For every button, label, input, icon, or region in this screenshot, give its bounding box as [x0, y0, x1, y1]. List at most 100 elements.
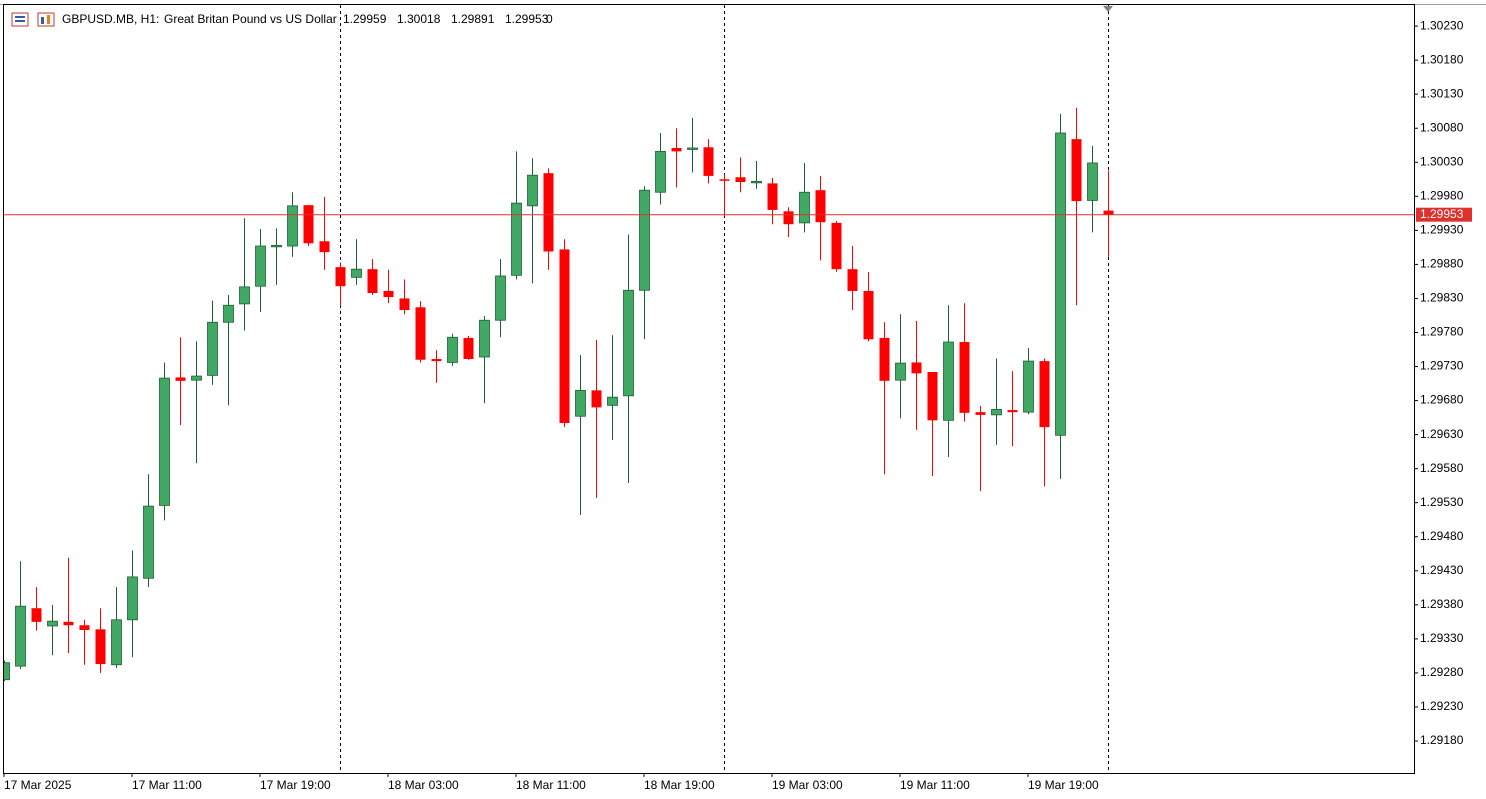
candle-body: [47, 620, 58, 627]
candle-body: [1055, 132, 1066, 436]
x-tick-label: 17 Mar 2025: [4, 778, 72, 792]
icon: [37, 12, 55, 27]
plot-frame: [3, 4, 1415, 774]
candle-body: [351, 268, 362, 278]
x-tick-label: 19 Mar 03:00: [772, 778, 843, 792]
x-tick-label: 17 Mar 11:00: [132, 778, 202, 792]
candle-body: [15, 605, 26, 667]
candle-body: [639, 189, 650, 291]
candle-body: [111, 619, 122, 666]
header-volume: 0: [546, 12, 553, 26]
candle-body: [1007, 410, 1018, 413]
y-tick-label: 1.29680: [1420, 393, 1464, 407]
candle-body: [527, 174, 538, 207]
candle-body: [559, 249, 570, 424]
x-tick-label: 19 Mar 11:00: [900, 778, 970, 792]
candle-body: [207, 321, 218, 376]
y-tick-label: 1.29930: [1420, 223, 1464, 237]
candle-body: [383, 290, 394, 298]
candle-body: [479, 319, 490, 358]
icon: [47, 15, 50, 24]
candle-body: [863, 290, 874, 340]
candle-body: [159, 377, 170, 506]
shift-marker: [1103, 6, 1113, 12]
candle-body: [399, 298, 410, 311]
candle-body: [911, 362, 922, 374]
y-tick-label: 1.29180: [1420, 733, 1464, 747]
candle-body: [927, 371, 938, 421]
candle-body: [815, 190, 826, 223]
candle-body: [991, 409, 1002, 416]
candle-body: [239, 286, 250, 305]
candle-body: [767, 183, 778, 210]
x-tick-label: 17 Mar 19:00: [260, 778, 331, 792]
x-tick-label: 18 Mar 19:00: [644, 778, 715, 792]
candle-body: [4, 662, 10, 681]
symbol: GBPUSD.MB, H1:: [62, 12, 159, 26]
candle-body: [319, 241, 330, 253]
price-label-bg: [1416, 207, 1472, 222]
y-tick-label: 1.29530: [1420, 495, 1464, 509]
y-tick-label: 1.29630: [1420, 427, 1464, 441]
y-tick-label: 1.30080: [1420, 120, 1464, 134]
y-tick-label: 1.29880: [1420, 257, 1464, 271]
candle-body: [623, 289, 634, 397]
candle-body: [959, 342, 970, 413]
candle-body: [831, 222, 842, 270]
candle-body: [79, 625, 90, 631]
candle-body: [671, 147, 682, 152]
candle-body: [287, 205, 298, 247]
icon: [41, 17, 44, 24]
header-low: 1.29891: [451, 12, 495, 26]
candle-body: [175, 377, 186, 381]
candle-body: [879, 337, 890, 381]
y-tick-label: 1.30130: [1420, 86, 1464, 100]
y-tick-label: 1.29280: [1420, 665, 1464, 679]
y-tick-label: 1.30030: [1420, 154, 1464, 168]
price-label: 1.29953: [1420, 207, 1464, 221]
candle-body: [975, 412, 986, 415]
candle-body: [591, 390, 602, 408]
candles: [4, 107, 1114, 682]
candle-body: [127, 576, 138, 621]
y-tick-label: 1.29430: [1420, 563, 1464, 577]
candle-body: [463, 337, 474, 360]
candle-body: [735, 177, 746, 183]
candle-body: [511, 202, 522, 276]
candle-body: [431, 359, 442, 362]
candle-body: [367, 269, 378, 293]
y-tick-label: 1.29830: [1420, 291, 1464, 305]
candle-body: [63, 621, 74, 626]
candle-body: [495, 275, 506, 321]
candle-body: [783, 211, 794, 225]
candle-body: [895, 362, 906, 381]
candle-body: [719, 179, 730, 181]
y-tick-label: 1.29330: [1420, 631, 1464, 645]
candle-body: [335, 267, 346, 287]
y-tick-label: 1.29580: [1420, 461, 1464, 475]
header-open: 1.29959: [343, 12, 387, 26]
candle-body: [1087, 162, 1098, 201]
header-high: 1.30018: [397, 12, 441, 26]
candle-body: [1103, 210, 1114, 215]
candle-body: [575, 389, 586, 417]
candle-body: [31, 608, 42, 622]
x-tick-label: 18 Mar 11:00: [516, 778, 586, 792]
x-tick-label: 18 Mar 03:00: [388, 778, 459, 792]
x-tick-label: 19 Mar 19:00: [1028, 778, 1099, 792]
candle-body: [1023, 360, 1034, 413]
y-tick-label: 1.29730: [1420, 359, 1464, 373]
candle-body: [143, 505, 154, 579]
y-tick-label: 1.29480: [1420, 529, 1464, 543]
y-tick-label: 1.30180: [1420, 52, 1464, 66]
candle-body: [223, 304, 234, 323]
candle-body: [751, 180, 762, 184]
icon: [11, 12, 29, 27]
y-tick-label: 1.29980: [1420, 188, 1464, 202]
y-tick-label: 1.29230: [1420, 699, 1464, 713]
candle-body: [415, 307, 426, 360]
candle-body: [799, 191, 810, 224]
y-tick-label: 1.29780: [1420, 325, 1464, 339]
